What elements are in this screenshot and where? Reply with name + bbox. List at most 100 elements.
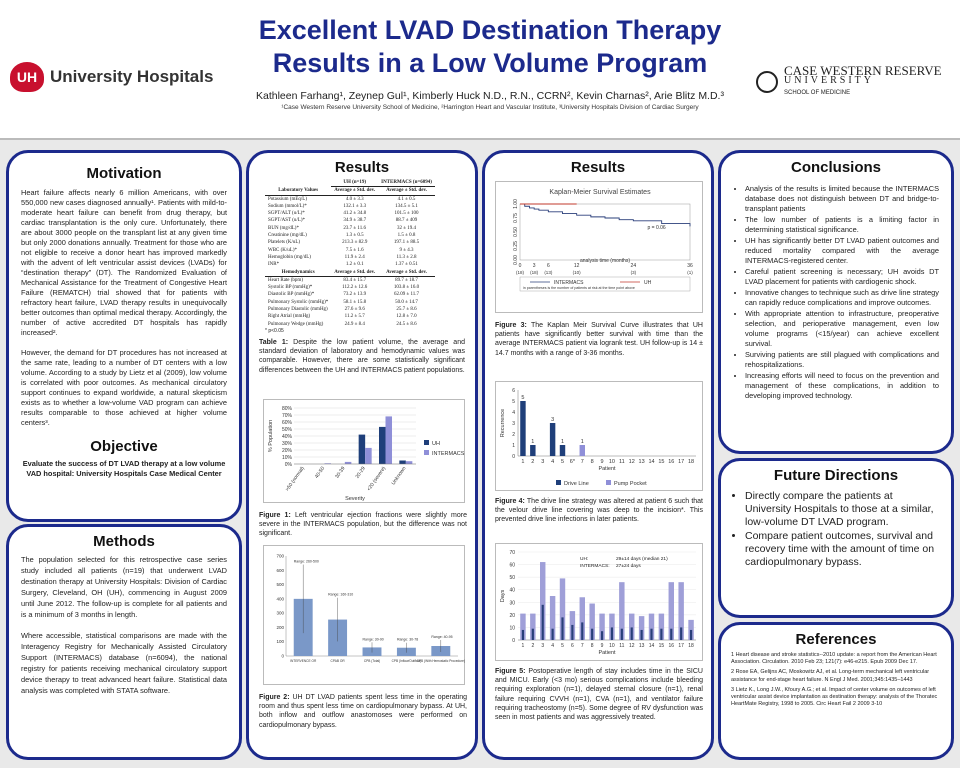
bar — [358, 434, 366, 464]
table-col2: UH (n=19) — [331, 179, 379, 188]
conclusion-item: Analysis of the results is limited becau… — [745, 184, 939, 214]
authors: Kathleen Farhang¹, Zeynep Gul¹, Kimberly… — [256, 90, 724, 102]
lab-table-cell: 88.7 ± 409 — [395, 218, 418, 224]
hemo-table-cell: Heart Rate (bpm) — [268, 277, 303, 283]
x-tick-label: 7 — [581, 643, 584, 649]
future-directions-panel: Future Directions Directly compare the p… — [718, 458, 954, 618]
x-tick-label: 1 — [522, 643, 525, 649]
bar-total — [579, 597, 585, 640]
bar-icu — [660, 628, 663, 640]
data-label: 1 — [531, 439, 534, 445]
lab-table-row: Platelets (K/uL) 213.3 ± 82.9 197.1 ± 88.5 — [265, 239, 435, 246]
y-tick-label: 0.50 — [513, 227, 519, 237]
objective-heading: Objective — [90, 438, 158, 455]
title-line-1: Excellent LVAD Destination Therapy — [258, 15, 722, 45]
bar-total — [520, 613, 526, 640]
lab-table-cell: Hemoglobin (mg/dL) — [268, 254, 311, 260]
y-tick-label: 3 — [512, 421, 515, 427]
x-tick-label: 40-50 — [314, 466, 326, 480]
university-hospitals-logo: UH University Hospitals — [10, 62, 213, 92]
x-tick-label: 3 — [533, 263, 536, 269]
legend-label: INTERMACS — [432, 451, 465, 457]
y-tick-label: 70 — [509, 550, 515, 556]
x-tick-label: 12 — [629, 459, 635, 465]
figure-2-caption-label: Figure 2: — [259, 694, 290, 701]
range-annotation: Range: 260-500 — [294, 560, 319, 564]
references-heading: References — [795, 631, 877, 648]
x-tick-label: 1 — [521, 459, 524, 465]
lab-table-cell: Creatinine (mg/dL) — [268, 233, 307, 239]
bar-total — [678, 582, 684, 640]
bar-icu — [600, 631, 604, 640]
bar-total — [638, 616, 645, 640]
x-tick-label: >50 (normal) — [285, 465, 306, 492]
lab-table-cell: INR* — [268, 262, 280, 268]
figure-3-caption-label: Figure 3: — [495, 322, 527, 329]
y-axis-label: Days — [500, 589, 506, 602]
figure-4-box: 0 1 2 3 4 5 6 1 2 3 4 5 6* 7 8 9 10 11 12 13 14 15 16 17 18 5 1 3 1 1… — [495, 381, 703, 491]
lab-table-row: WBC (K/uL)* 7.5 ± 1.6 9 ± 4.3 — [265, 247, 435, 254]
motivation-panel: Motivation Heart failure affects nearly … — [6, 150, 242, 522]
uh-logo-text: University Hospitals — [50, 67, 214, 86]
x-tick-label: 16 — [668, 459, 674, 465]
x-axis-label: Patient — [598, 650, 616, 656]
poster-title: Excellent LVAD Destination Therapy Resul… — [210, 14, 770, 80]
y-tick-label: 0% — [285, 462, 293, 468]
objective-text: Evaluate the success of DT LVAD therapy … — [22, 459, 226, 478]
methods-paragraph-2: Where accessible, statistical comparison… — [21, 631, 227, 695]
legend-label: UH — [432, 441, 440, 447]
lab-table-cell: 1.2 ± 0.1 — [345, 262, 364, 268]
table-1-caption: Table 1: Despite the low patient volume,… — [259, 338, 465, 375]
range-annotation: Range: 40-95 — [431, 635, 452, 639]
lab-table-cell: 4.1 ± 0.5 — [397, 196, 416, 202]
lab-table-cell: Sodium (mmol/L)* — [268, 203, 307, 209]
motivation-paragraph-2: However, the demand for DT procedures ha… — [21, 348, 227, 427]
x-tick-label: 17 — [678, 643, 684, 649]
hemo-table-cell: 112.2 ± 12.6 — [342, 285, 368, 291]
y-tick-label: 0.00 — [513, 255, 519, 265]
lab-table-cell: 32 ± 19.4 — [397, 225, 417, 231]
figure-3-chart: Kaplan-Meier Survival Estimates 0.00 0.25 0… — [513, 189, 693, 292]
bar-total — [589, 603, 595, 640]
x-tick-label: 13 — [639, 459, 645, 465]
legend-label: INTERMACS — [554, 280, 584, 286]
bar-total — [530, 613, 536, 640]
reference-item: 2 Rose EA, Gelijns AC, Moskowitz AJ, et … — [731, 669, 930, 683]
lab-table-row: Hemoglobin (mg/dL) 11.9 ± 2.4 11.3 ± 2.8 — [265, 254, 435, 261]
legend-label: Pump Pocket — [614, 481, 647, 487]
bar-icu — [541, 604, 544, 640]
table-col3: INTERMACS (n=6094) — [378, 179, 435, 188]
x-tick-label: 6* — [570, 459, 576, 465]
lab-table-cell: 4.0 ± 3.3 — [345, 196, 364, 202]
bar-total — [658, 613, 665, 640]
y-tick-label: 50% — [282, 427, 293, 433]
bar-total — [599, 613, 605, 640]
lab-table-cell: 34.9 ± 38.7 — [343, 218, 367, 224]
lab-table-cell: 23.7 ± 11.6 — [343, 225, 366, 231]
y-axis-label: % Population — [268, 420, 274, 452]
y-tick-label: 20 — [509, 613, 515, 619]
at-risk-count: (3) — [631, 270, 637, 275]
x-tick-label: 3 — [541, 643, 544, 649]
bar-total — [619, 582, 625, 640]
bar — [399, 460, 406, 464]
bar — [579, 445, 585, 456]
hemo-table-row: Pulmonary Systolic (mmHg)* 58.1 ± 15.8 50.… — [265, 299, 435, 306]
hemo-table-cell: 24.9 ± 8.4 — [344, 321, 365, 327]
data-label: 1 — [561, 439, 564, 445]
lab-table-cell: SGPT/AST (u/L)* — [268, 218, 305, 224]
at-risk-count: (18) — [530, 270, 539, 275]
bar-icu — [670, 628, 673, 640]
lab-values-table: UH (n=19) INTERMACS (n=6094) Laboratory V… — [265, 179, 435, 328]
y-tick-label: 100 — [276, 639, 284, 644]
x-tick-label: 15 — [658, 459, 664, 465]
bar-total — [559, 578, 566, 640]
x-tick-label: <20 (severe) — [366, 465, 387, 492]
hemo-table-cell: 12.8 ± 7.0 — [396, 314, 417, 320]
lab-table-cell: 213.3 ± 82.9 — [342, 240, 368, 246]
hemo-table-row: Systolic BP (mmHg)* 112.2 ± 12.6 103.8 ± 1… — [265, 284, 435, 291]
lab-table-row: Sodium (mmol/L)* 132.1 ± 3.3 134.5 ± 5.1 — [265, 203, 435, 210]
y-tick-label: 6 — [512, 388, 515, 394]
x-tick-label: 5 — [561, 643, 564, 649]
